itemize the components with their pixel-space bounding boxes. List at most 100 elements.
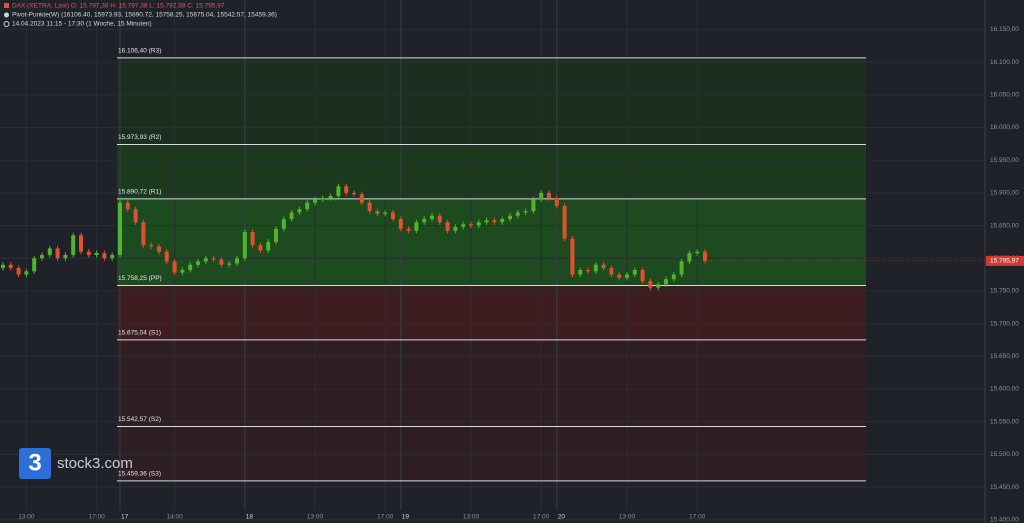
candle-body <box>648 281 653 288</box>
candle-body <box>523 211 528 213</box>
candle-body <box>352 192 356 195</box>
candle-body <box>687 253 692 262</box>
y-tick-label: 15.850,00 <box>990 222 1019 229</box>
candle-body <box>640 269 645 282</box>
pivot-label: 15.758,25 (PP) <box>118 275 162 282</box>
pivot-zone <box>117 339 866 427</box>
candle-body <box>554 198 559 206</box>
y-tick-label: 16.150,00 <box>990 26 1019 33</box>
candle-body <box>398 219 403 229</box>
candle-body <box>469 224 473 226</box>
candle-body <box>196 261 200 265</box>
candle-body <box>601 264 606 269</box>
candle-body <box>375 211 380 214</box>
candle-body <box>211 258 216 260</box>
candle-body <box>24 271 29 275</box>
x-tick-label: 20 <box>558 514 566 521</box>
candle-body <box>539 192 544 200</box>
pivot-zone <box>117 285 866 340</box>
candle-body <box>593 264 598 272</box>
header-line: Pivot-Punkte(W) (16106.40, 15973.93, 158… <box>12 12 277 19</box>
y-tick-label: 16.100,00 <box>990 59 1019 66</box>
candle-body <box>180 269 185 273</box>
candle-body <box>258 245 263 251</box>
icon <box>4 3 9 8</box>
candle-body <box>578 269 583 275</box>
y-tick-label: 15.950,00 <box>990 157 1019 164</box>
candle-body <box>47 248 52 255</box>
candle-body <box>328 196 333 199</box>
x-tick-label: 19 <box>402 514 410 521</box>
pivot-label: 15.675,04 (S1) <box>118 330 161 337</box>
candle-body <box>313 199 317 203</box>
header-line: 14.04.2023 11:15 - 17:30 (1 Woche, 15 Mi… <box>12 21 152 28</box>
y-tick-label: 15.600,00 <box>990 386 1019 393</box>
candle-body <box>250 232 255 246</box>
y-tick-label: 16.000,00 <box>990 124 1019 131</box>
candle-body <box>562 205 567 239</box>
x-tick-label: 13:00 <box>307 514 324 521</box>
candle-body <box>289 212 294 220</box>
candle-body <box>164 251 169 262</box>
candle-body <box>133 209 138 223</box>
candle-body <box>157 246 161 252</box>
candle-body <box>203 258 208 262</box>
candle-body <box>274 228 278 242</box>
candle-body <box>492 220 497 223</box>
candle-body <box>671 274 676 280</box>
pivot-zone <box>117 144 866 199</box>
candle-body <box>430 215 434 220</box>
candle-body <box>695 251 700 254</box>
candle-body <box>453 226 458 231</box>
candle-body <box>508 215 512 220</box>
candle-body <box>110 254 115 259</box>
candle-body <box>63 254 68 259</box>
x-tick-label: 17 <box>121 514 129 521</box>
candle-body <box>336 186 341 197</box>
candle-body <box>445 222 450 231</box>
candle-body <box>242 232 247 259</box>
watermark-text: stock3.com <box>57 455 133 472</box>
candles <box>1 183 707 291</box>
candle-body <box>219 259 224 265</box>
pivot-label: 16.106,40 (R3) <box>118 48 161 55</box>
y-tick-label: 15.750,00 <box>990 288 1019 295</box>
candle-body <box>586 269 590 272</box>
y-tick-label: 15.400,00 <box>990 516 1019 523</box>
candle-body <box>227 263 232 265</box>
candle-body <box>515 212 520 216</box>
x-tick-label: 13:00 <box>463 514 480 521</box>
logo-box <box>19 448 51 479</box>
x-tick-label: 18 <box>246 514 254 521</box>
axes: 15.400,00 15.450,00 15.500,00 15.550,00 15.6… <box>18 26 1024 523</box>
candle-body <box>86 251 91 255</box>
candle-body <box>235 258 239 264</box>
candle-body <box>484 220 489 223</box>
candle-body <box>79 235 83 252</box>
candle-body <box>1 264 5 269</box>
candle-body <box>461 224 466 227</box>
candle-body <box>118 202 122 255</box>
y-tick-label: 15.650,00 <box>990 353 1019 360</box>
candle-body <box>679 261 684 275</box>
x-tick-label: 17:00 <box>533 514 550 521</box>
candle-body <box>102 253 107 259</box>
candle-body <box>125 202 130 210</box>
candle-body <box>383 212 388 214</box>
x-tick-label: 13:00 <box>18 514 35 521</box>
candle-body <box>476 222 481 226</box>
pivot-zones <box>117 57 866 481</box>
candle-body <box>305 202 310 210</box>
last-price-box <box>986 255 1024 266</box>
candle-body <box>625 274 629 278</box>
candle-body <box>414 222 419 231</box>
candle-body <box>94 253 99 255</box>
pivot-label: 15.459,36 (S3) <box>118 471 161 478</box>
grid <box>0 0 985 521</box>
candle-body <box>703 251 707 261</box>
candle-body <box>547 192 551 199</box>
candle-body <box>367 202 372 212</box>
candle-body <box>500 219 505 223</box>
x-tick-label: 14:00 <box>166 514 183 521</box>
